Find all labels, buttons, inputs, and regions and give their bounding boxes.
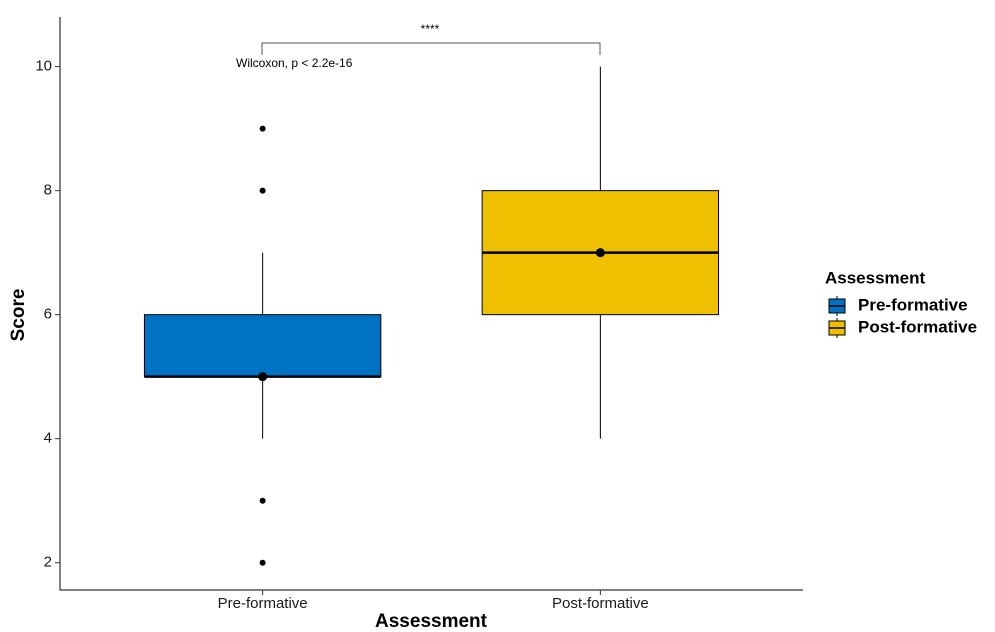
y-tick-label: 2 — [44, 554, 52, 571]
y-tick-label: 10 — [35, 58, 52, 75]
legend-title: Assessment — [825, 268, 926, 287]
y-tick-label: 4 — [44, 430, 52, 447]
y-axis-title: Score — [8, 289, 29, 342]
x-tick-label: Pre-formative — [218, 595, 308, 612]
mean-point — [258, 372, 268, 382]
box — [143, 314, 382, 378]
significance-label: **** — [421, 22, 440, 36]
outlier — [259, 187, 266, 194]
legend-label: Post-formative — [858, 317, 977, 336]
y-tick-label: 8 — [44, 182, 52, 199]
outlier — [259, 559, 266, 566]
x-tick-label: Post-formative — [552, 595, 649, 612]
legend-label: Pre-formative — [858, 295, 968, 314]
test-label: Wilcoxon, p < 2.2e-16 — [236, 56, 353, 70]
significance-bracket — [261, 42, 601, 55]
outlier — [259, 497, 266, 504]
mean-point — [595, 248, 605, 258]
outlier — [259, 125, 266, 132]
x-axis-title: Assessment — [375, 611, 488, 632]
y-tick-label: 6 — [44, 306, 52, 323]
